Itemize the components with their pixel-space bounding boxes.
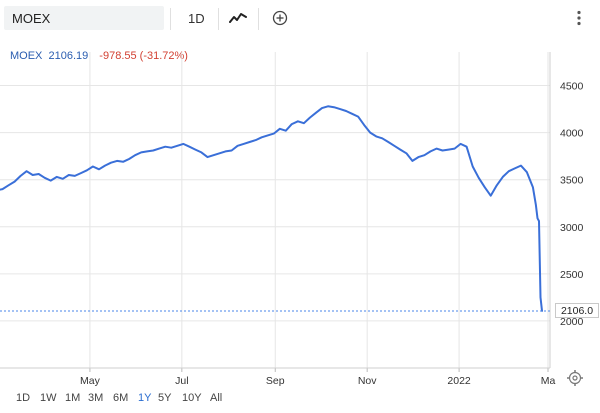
quote-summary: MOEX 2106.19 -978.55 (-31.72%): [10, 50, 188, 62]
y-tick-label: 2500: [560, 269, 584, 281]
settings-gear-icon: [568, 371, 582, 385]
chart-settings-button[interactable]: [567, 370, 583, 386]
chart-toolbar: MOEX 1D: [0, 0, 600, 38]
quote-symbol: MOEX: [10, 50, 43, 62]
range-button-1y[interactable]: 1Y: [138, 392, 152, 404]
x-tick-label: Nov: [358, 375, 377, 387]
range-button-1d[interactable]: 1D: [16, 392, 31, 404]
y-tick-label: 4500: [560, 81, 584, 93]
range-button-3m[interactable]: 3M: [88, 392, 104, 404]
interval-button[interactable]: 1D: [188, 11, 205, 26]
x-axis: May Jul Sep Nov 2022 Ma: [80, 375, 555, 387]
range-button-all[interactable]: All: [210, 392, 223, 404]
add-comparison-icon[interactable]: [272, 10, 288, 31]
x-tick-label: Ma: [541, 375, 556, 387]
last-price-tag: 2106.0: [555, 303, 599, 318]
x-tick-label: Sep: [266, 375, 285, 387]
x-tick-label: Jul: [175, 375, 188, 387]
y-tick-label: 4000: [560, 128, 584, 140]
range-button-6m[interactable]: 6M: [113, 392, 129, 404]
range-button-5y[interactable]: 5Y: [158, 392, 172, 404]
toolbar-divider: [170, 8, 171, 30]
range-button-1m[interactable]: 1M: [65, 392, 81, 404]
x-tick-label: 2022: [447, 375, 471, 387]
toolbar-divider: [258, 8, 259, 30]
y-axis: 2000 2500 3000 3500 4000 4500: [560, 81, 584, 328]
chart-series: [0, 105, 550, 312]
y-tick-label: 3000: [560, 222, 584, 234]
toolbar-divider: [218, 8, 219, 30]
symbol-search-text[interactable]: MOEX: [12, 11, 51, 26]
price-series-line: [0, 105, 543, 312]
more-vertical-icon[interactable]: [574, 10, 584, 31]
y-tick-label: 3500: [560, 175, 584, 187]
range-button-10y[interactable]: 10Y: [182, 392, 202, 404]
quote-price: 2106.19: [48, 50, 89, 62]
line-chart-icon[interactable]: [229, 11, 247, 30]
y-tick-label: 2000: [560, 316, 584, 328]
x-tick-label: May: [80, 375, 101, 387]
quote-change: -978.55 (-31.72%): [99, 50, 188, 62]
chart-grid: [0, 52, 551, 372]
symbol-search-box[interactable]: MOEX: [4, 6, 164, 30]
range-button-1w[interactable]: 1W: [40, 392, 57, 404]
